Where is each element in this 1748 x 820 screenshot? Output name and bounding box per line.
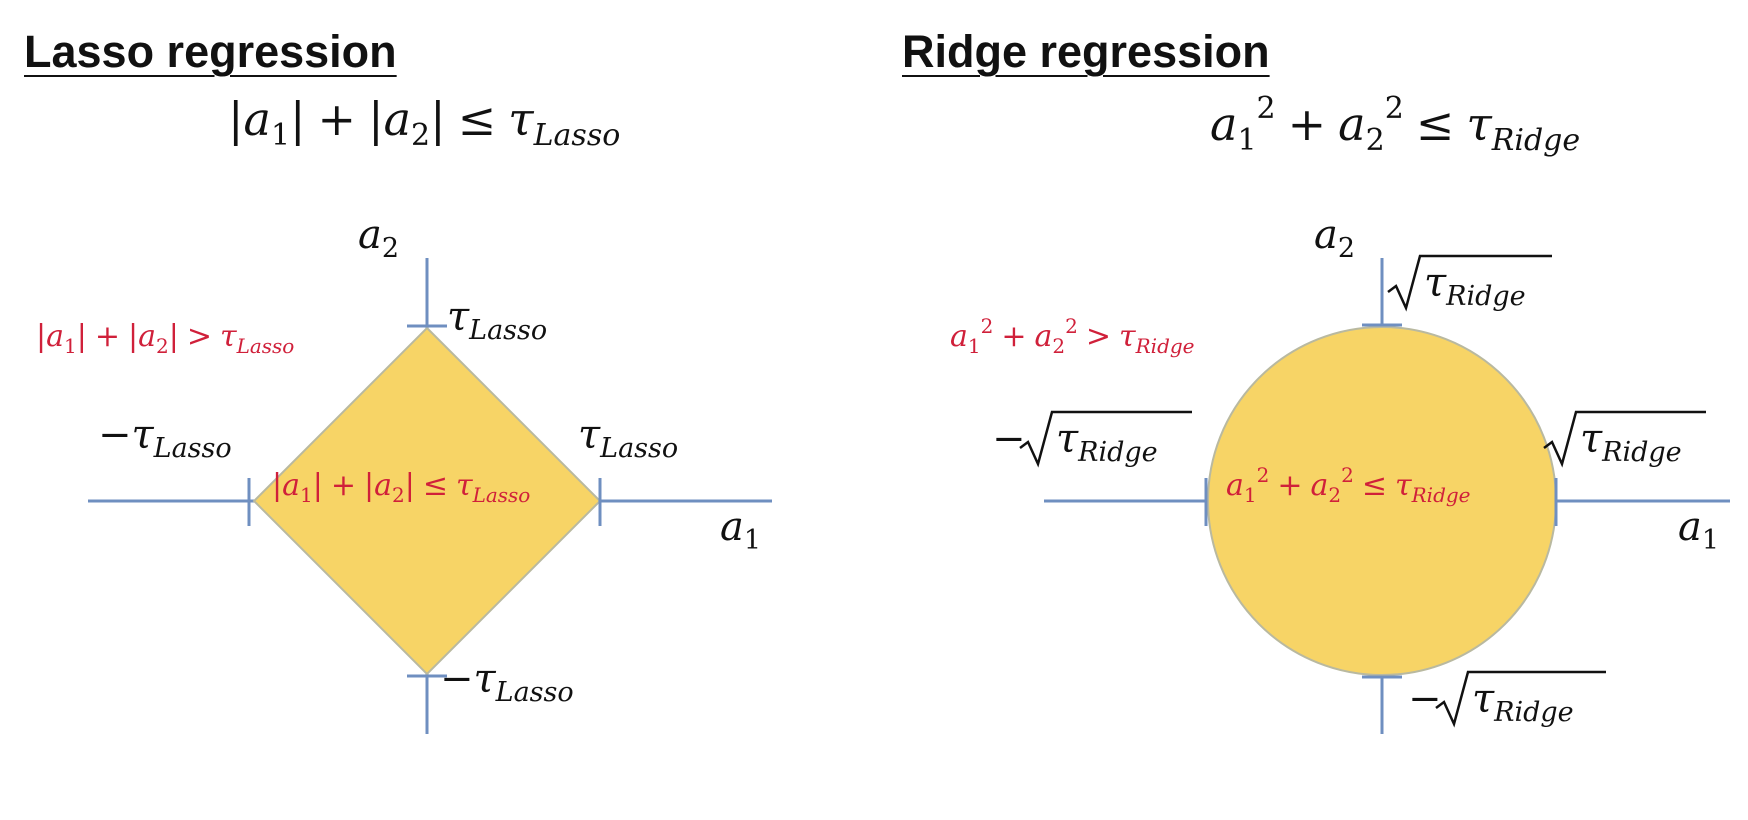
svg-text:τRidge: τRidge bbox=[1472, 676, 1574, 728]
lasso-axis-y-label: a2 bbox=[358, 212, 399, 264]
lasso-constraint-formula: |a1| + |a2| ≤ τLasso bbox=[228, 92, 620, 153]
ridge-axis-x-label: a1 bbox=[1678, 504, 1719, 556]
lasso-inside-label: |a1| + |a2| ≤ τLasso bbox=[272, 468, 530, 507]
lasso-diamond-region bbox=[252, 326, 602, 676]
ridge-axis-y-label: a2 bbox=[1314, 212, 1355, 264]
lasso-tick-top-label: τLasso bbox=[447, 294, 547, 346]
ridge-outside-label: a12 + a22 > τRidge bbox=[950, 314, 1195, 358]
ridge-tick-left-label: − τRidge bbox=[992, 410, 1192, 468]
svg-text:τRidge: τRidge bbox=[1580, 416, 1682, 468]
svg-text:−: − bbox=[1408, 676, 1442, 722]
svg-text:−: − bbox=[992, 416, 1026, 462]
svg-text:τRidge: τRidge bbox=[1056, 416, 1158, 468]
ridge-tick-bottom-label: − τRidge bbox=[1408, 670, 1606, 728]
ridge-panel: a12 + a22 ≤ τRidge a2 a1 τRidge τRidge − τRi bbox=[950, 91, 1730, 734]
lasso-axis-x-label: a1 bbox=[720, 504, 761, 556]
lasso-tick-right-label: τLasso bbox=[578, 412, 678, 464]
ridge-tick-right-label: τRidge bbox=[1543, 410, 1706, 468]
lasso-panel: |a1| + |a2| ≤ τLasso a2 a1 τLasso τLasso −τL… bbox=[36, 92, 772, 734]
lasso-tick-left-label: −τLasso bbox=[98, 412, 232, 464]
ridge-constraint-formula: a12 + a22 ≤ τRidge bbox=[1210, 91, 1580, 158]
svg-text:τRidge: τRidge bbox=[1424, 260, 1526, 312]
lasso-outside-label: |a1| + |a2| > τLasso bbox=[36, 319, 294, 358]
lasso-tick-bottom-label: −τLasso bbox=[440, 656, 574, 708]
lasso-title: Lasso regression bbox=[24, 26, 397, 77]
ridge-title: Ridge regression bbox=[902, 26, 1270, 77]
ridge-tick-top-label: τRidge bbox=[1387, 254, 1552, 312]
